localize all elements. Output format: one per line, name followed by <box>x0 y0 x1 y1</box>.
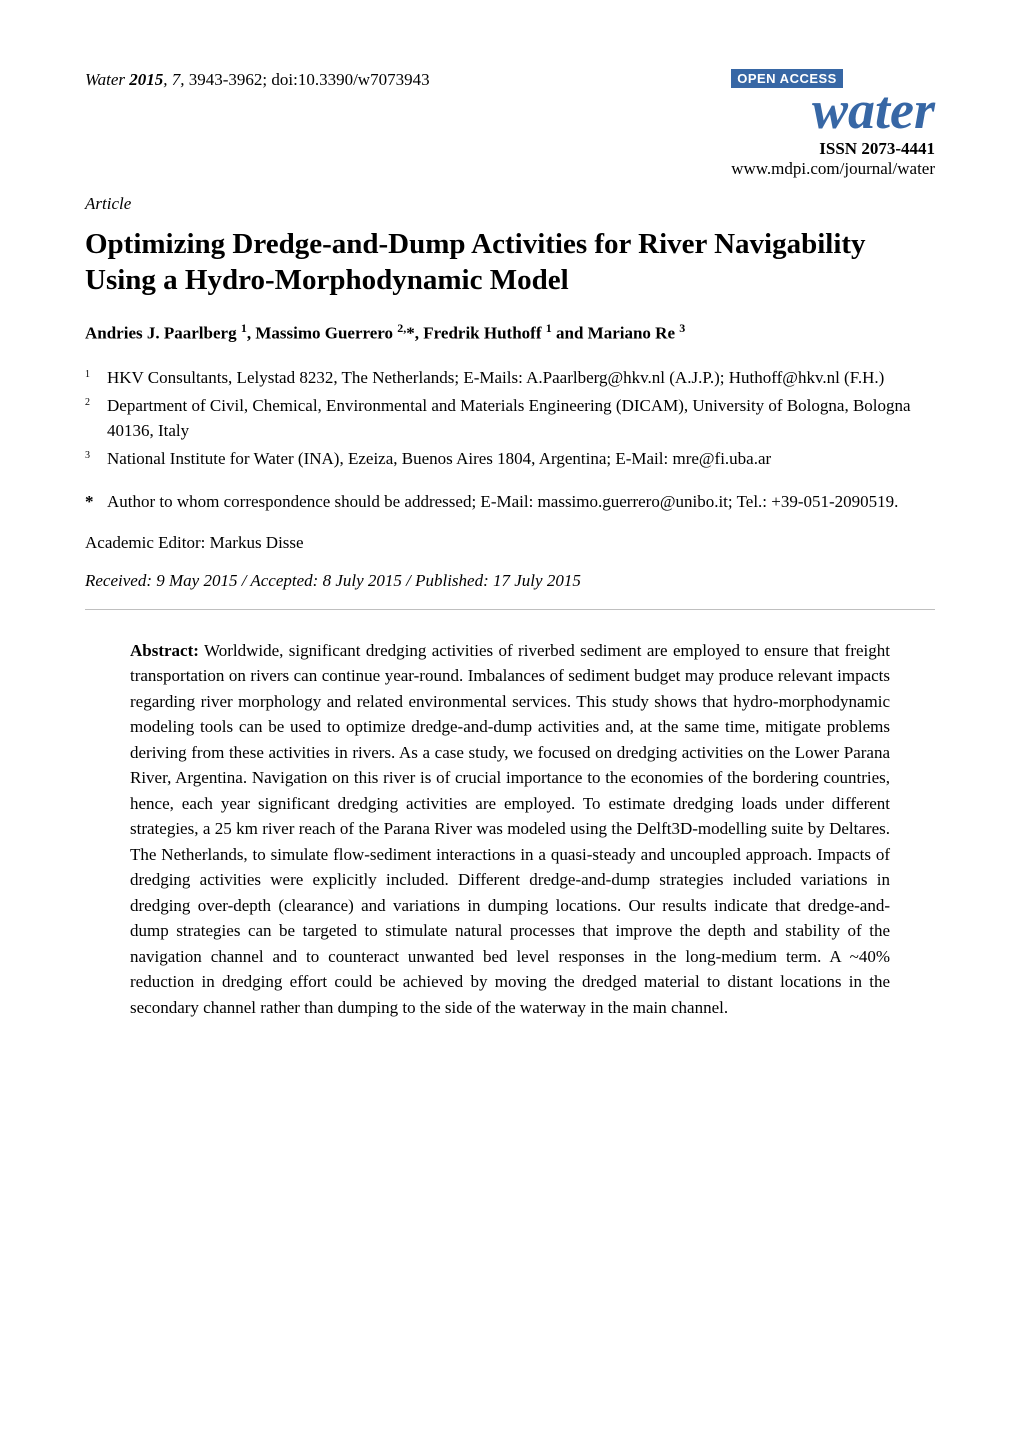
authors: Andries J. Paarlberg 1, Massimo Guerrero… <box>85 321 935 344</box>
journal-volume: 7 <box>172 70 181 89</box>
affiliation-number: 2 <box>85 393 107 444</box>
affiliation-item: 1 HKV Consultants, Lelystad 8232, The Ne… <box>85 365 935 391</box>
journal-name: Water <box>85 70 125 89</box>
journal-logo: water <box>731 83 935 137</box>
abstract-block: Abstract: Worldwide, significant dredgin… <box>85 638 935 1021</box>
header-right: OPEN ACCESS water ISSN 2073-4441 www.mdp… <box>731 70 935 179</box>
affiliation-number: 1 <box>85 365 107 391</box>
article-title: Optimizing Dredge-and-Dump Activities fo… <box>85 226 935 299</box>
section-divider <box>85 609 935 610</box>
article-type: Article <box>85 194 935 214</box>
affiliation-text: HKV Consultants, Lelystad 8232, The Neth… <box>107 365 935 391</box>
abstract-text: Worldwide, significant dredging activiti… <box>130 641 890 1017</box>
affiliation-item: 3 National Institute for Water (INA), Ez… <box>85 446 935 472</box>
correspondence: * Author to whom correspondence should b… <box>85 489 935 515</box>
affiliation-text: Department of Civil, Chemical, Environme… <box>107 393 935 444</box>
correspondence-marker: * <box>85 489 107 515</box>
abstract-label: Abstract: <box>130 641 199 660</box>
publication-dates: Received: 9 May 2015 / Accepted: 8 July … <box>85 571 935 591</box>
affiliation-item: 2 Department of Civil, Chemical, Environ… <box>85 393 935 444</box>
journal-year: 2015 <box>129 70 163 89</box>
journal-pages-doi: 3943-3962; doi:10.3390/w7073943 <box>189 70 430 89</box>
correspondence-text: Author to whom correspondence should be … <box>107 489 898 515</box>
affiliation-text: National Institute for Water (INA), Ezei… <box>107 446 935 472</box>
issn: ISSN 2073-4441 <box>731 139 935 159</box>
journal-reference: Water 2015, 7, 3943-3962; doi:10.3390/w7… <box>85 70 430 90</box>
header-row: Water 2015, 7, 3943-3962; doi:10.3390/w7… <box>85 70 935 179</box>
academic-editor: Academic Editor: Markus Disse <box>85 533 935 553</box>
affiliations-list: 1 HKV Consultants, Lelystad 8232, The Ne… <box>85 365 935 471</box>
affiliation-number: 3 <box>85 446 107 472</box>
journal-url: www.mdpi.com/journal/water <box>731 159 935 179</box>
journal-logo-block: water ISSN 2073-4441 www.mdpi.com/journa… <box>731 83 935 179</box>
